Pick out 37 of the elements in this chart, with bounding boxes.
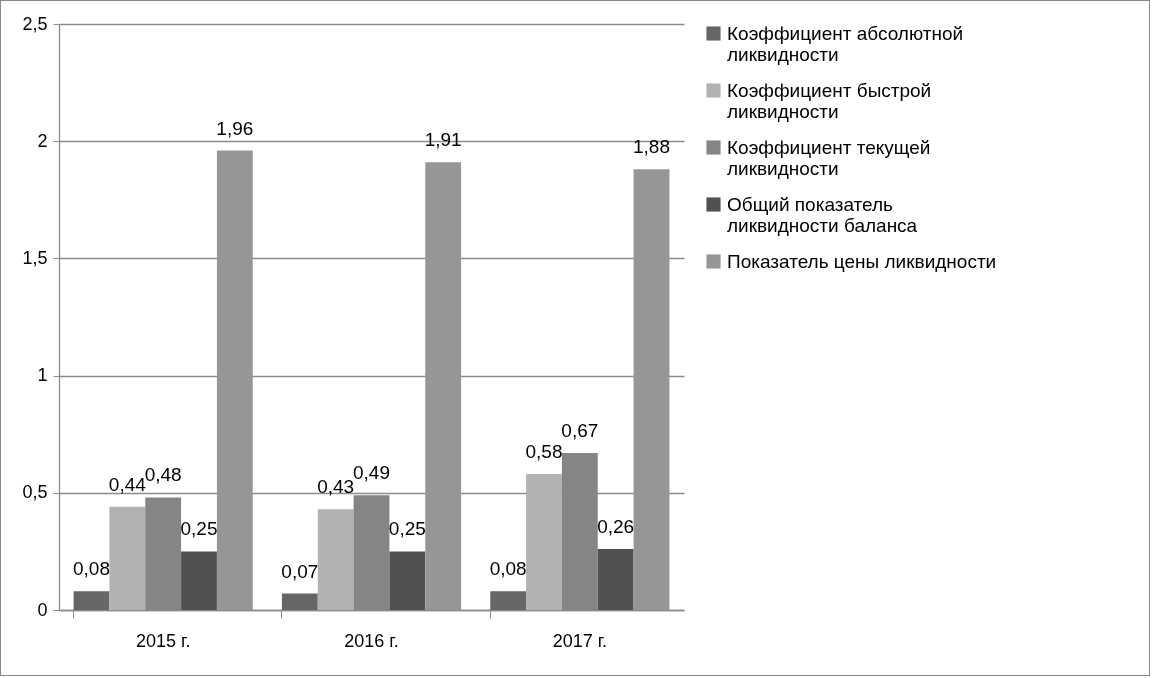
legend-label: Коэффициент быстрой ликвидности — [727, 79, 932, 122]
x-tick-label: 2016 г. — [344, 630, 399, 651]
bar — [109, 506, 146, 610]
data-label: 0,48 — [144, 464, 182, 486]
legend-label: Общий показатель ликвидности баланса — [727, 193, 918, 236]
data-label: 1,91 — [424, 129, 462, 151]
bar — [490, 591, 527, 610]
data-label: 0,08 — [73, 558, 110, 580]
data-label: 0,25 — [388, 518, 426, 540]
data-label: 0,26 — [597, 516, 635, 538]
data-label: 0,25 — [180, 518, 218, 540]
bar — [181, 551, 217, 610]
legend-label: Коэффициент текущей ликвидности — [727, 136, 931, 179]
y-tick-label: 2 — [37, 130, 48, 151]
bar — [281, 593, 318, 610]
data-label: 0,58 — [525, 441, 563, 463]
y-tick-label: 0 — [37, 599, 48, 620]
data-label: 1,88 — [633, 136, 670, 158]
bar — [317, 509, 354, 610]
y-tick-label: 0,5 — [22, 482, 48, 503]
bar — [526, 474, 562, 610]
data-label: 0,43 — [317, 476, 355, 498]
data-label: 1,96 — [216, 117, 254, 139]
data-label: 0,67 — [561, 419, 599, 441]
x-tick-label: 2017 г. — [552, 630, 608, 651]
x-tick-label: 2015 г. — [135, 630, 191, 651]
y-tick-label: 1,5 — [22, 247, 48, 268]
legend-label: Показатель цены ликвидности — [727, 250, 997, 272]
bar — [597, 549, 634, 610]
y-tick-label: 2,5 — [22, 13, 48, 34]
bar — [73, 591, 110, 610]
data-label: 0,08 — [489, 558, 527, 580]
data-label: 0,07 — [281, 560, 319, 582]
bar — [389, 551, 426, 610]
data-label: 0,49 — [353, 462, 390, 484]
legend-label: Коэффициент абсолютной ликвидности — [727, 22, 964, 65]
y-tick-label: 1 — [37, 365, 48, 386]
